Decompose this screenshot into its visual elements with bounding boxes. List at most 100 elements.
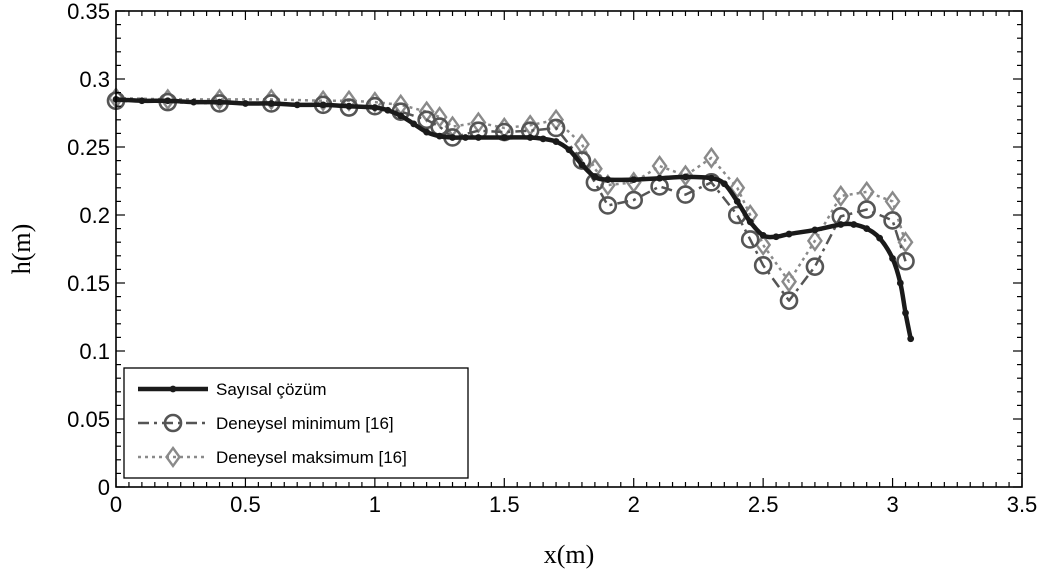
point-0-17 xyxy=(462,134,469,141)
point-0-40 xyxy=(863,225,871,233)
point-0-31 xyxy=(720,180,728,188)
legend-label: Deneysel maksimum [16] xyxy=(216,448,407,467)
point-0-21 xyxy=(539,135,547,143)
point-1-30 xyxy=(896,251,915,271)
point-1-24 xyxy=(753,256,773,275)
point-2-9 xyxy=(431,106,448,129)
point-2-26 xyxy=(806,229,823,252)
point-0-10 xyxy=(371,104,379,111)
point-0-12 xyxy=(397,112,405,120)
legend-swatch-marker xyxy=(169,385,177,393)
point-0-45 xyxy=(907,335,915,343)
x-tick-label: 1.5 xyxy=(489,492,520,517)
legend-swatch-marker xyxy=(163,413,183,433)
x-tick-label: 3 xyxy=(886,492,898,517)
point-1-25 xyxy=(779,291,799,310)
y-tick-label: 0.35 xyxy=(67,0,110,24)
point-0-33 xyxy=(746,218,754,226)
x-tick-label: 2 xyxy=(628,492,640,517)
point-0-24 xyxy=(578,161,586,169)
x-axis-title: x(m) xyxy=(544,540,595,569)
legend: Sayısal çözüm Deneysel minimum [16] Deneys… xyxy=(123,367,469,479)
point-0-11 xyxy=(384,106,392,114)
y-axis-title: h(m) xyxy=(7,224,36,275)
point-0-26 xyxy=(604,176,612,184)
point-2-25 xyxy=(781,270,798,293)
point-0-32 xyxy=(733,198,741,205)
point-1-26 xyxy=(805,257,825,276)
legend-label: Deneysel minimum [16] xyxy=(216,414,394,433)
series-layer xyxy=(106,86,915,343)
legend-item-2: Deneysel maksimum [16] xyxy=(138,445,407,469)
point-0-14 xyxy=(423,128,431,136)
point-2-21 xyxy=(703,146,720,169)
point-0-28 xyxy=(656,174,663,182)
axes-layer: 0 0.5 1 1.5 2 2.5 3 3.5 0 0.05 0.1 0.15 0.2 0.25 0.3 0.… xyxy=(7,0,1037,569)
point-2-5 xyxy=(340,89,357,112)
point-0-7 xyxy=(293,101,301,109)
point-0-43 xyxy=(896,279,904,287)
point-1-15 xyxy=(572,151,592,170)
point-0-18 xyxy=(475,134,482,141)
legend-label: Sayısal çözüm xyxy=(216,380,327,399)
y-tick-label: 0.15 xyxy=(67,271,110,296)
point-2-29 xyxy=(884,190,901,213)
point-0-36 xyxy=(785,230,793,238)
legend-swatch-marker xyxy=(165,445,181,469)
point-0-9 xyxy=(345,102,353,110)
point-0-38 xyxy=(837,221,845,228)
y-tick-label: 0.2 xyxy=(79,203,110,228)
y-tick-label: 0.25 xyxy=(67,135,110,160)
point-2-20 xyxy=(677,164,694,187)
x-tick-label: 3.5 xyxy=(1007,492,1038,517)
point-0-35 xyxy=(772,233,780,241)
point-0-27 xyxy=(630,176,638,184)
point-0-34 xyxy=(759,232,767,239)
point-0-25 xyxy=(591,173,599,181)
point-1-28 xyxy=(857,200,876,219)
point-0-2 xyxy=(164,97,172,105)
x-tick-label: 0 xyxy=(110,492,122,517)
point-0-41 xyxy=(876,234,884,242)
point-2-30 xyxy=(897,231,914,254)
point-0-8 xyxy=(319,101,327,109)
point-0-19 xyxy=(500,134,508,141)
point-1-18 xyxy=(624,190,644,210)
series-0 xyxy=(112,96,915,343)
point-1-23 xyxy=(740,230,760,249)
point-2-27 xyxy=(832,184,849,208)
x-tick-label: 0.5 xyxy=(230,492,261,517)
point-0-1 xyxy=(138,97,146,105)
legend-item-0: Sayısal çözüm xyxy=(138,380,327,399)
point-0-13 xyxy=(410,120,418,128)
x-tick-label: 1 xyxy=(369,492,381,517)
point-0-5 xyxy=(242,100,249,107)
point-0-20 xyxy=(526,134,534,141)
point-0-6 xyxy=(267,100,275,107)
point-0-37 xyxy=(811,226,819,234)
point-1-20 xyxy=(676,185,695,204)
y-tick-label: 0.1 xyxy=(79,339,110,364)
point-0-15 xyxy=(436,132,443,140)
point-1-14 xyxy=(546,118,566,138)
point-0-23 xyxy=(565,146,573,154)
point-0-3 xyxy=(190,98,198,106)
point-0-16 xyxy=(449,134,456,141)
point-1-29 xyxy=(883,211,902,230)
y-tick-label: 0.05 xyxy=(67,407,110,432)
point-0-29 xyxy=(682,173,689,181)
point-0-4 xyxy=(216,98,223,106)
series-line-0 xyxy=(115,97,913,340)
point-0-44 xyxy=(902,309,909,317)
point-1-17 xyxy=(598,196,618,215)
x-tick-label: 2.5 xyxy=(748,492,779,517)
point-0-39 xyxy=(850,221,858,228)
point-0-30 xyxy=(707,174,715,182)
legend-item-1: Deneysel minimum [16] xyxy=(138,413,394,433)
y-tick-label: 0.3 xyxy=(79,67,110,92)
point-0-22 xyxy=(552,138,560,145)
point-0-42 xyxy=(889,255,896,262)
y-tick-label: 0 xyxy=(98,475,110,500)
point-2-22 xyxy=(729,176,746,199)
